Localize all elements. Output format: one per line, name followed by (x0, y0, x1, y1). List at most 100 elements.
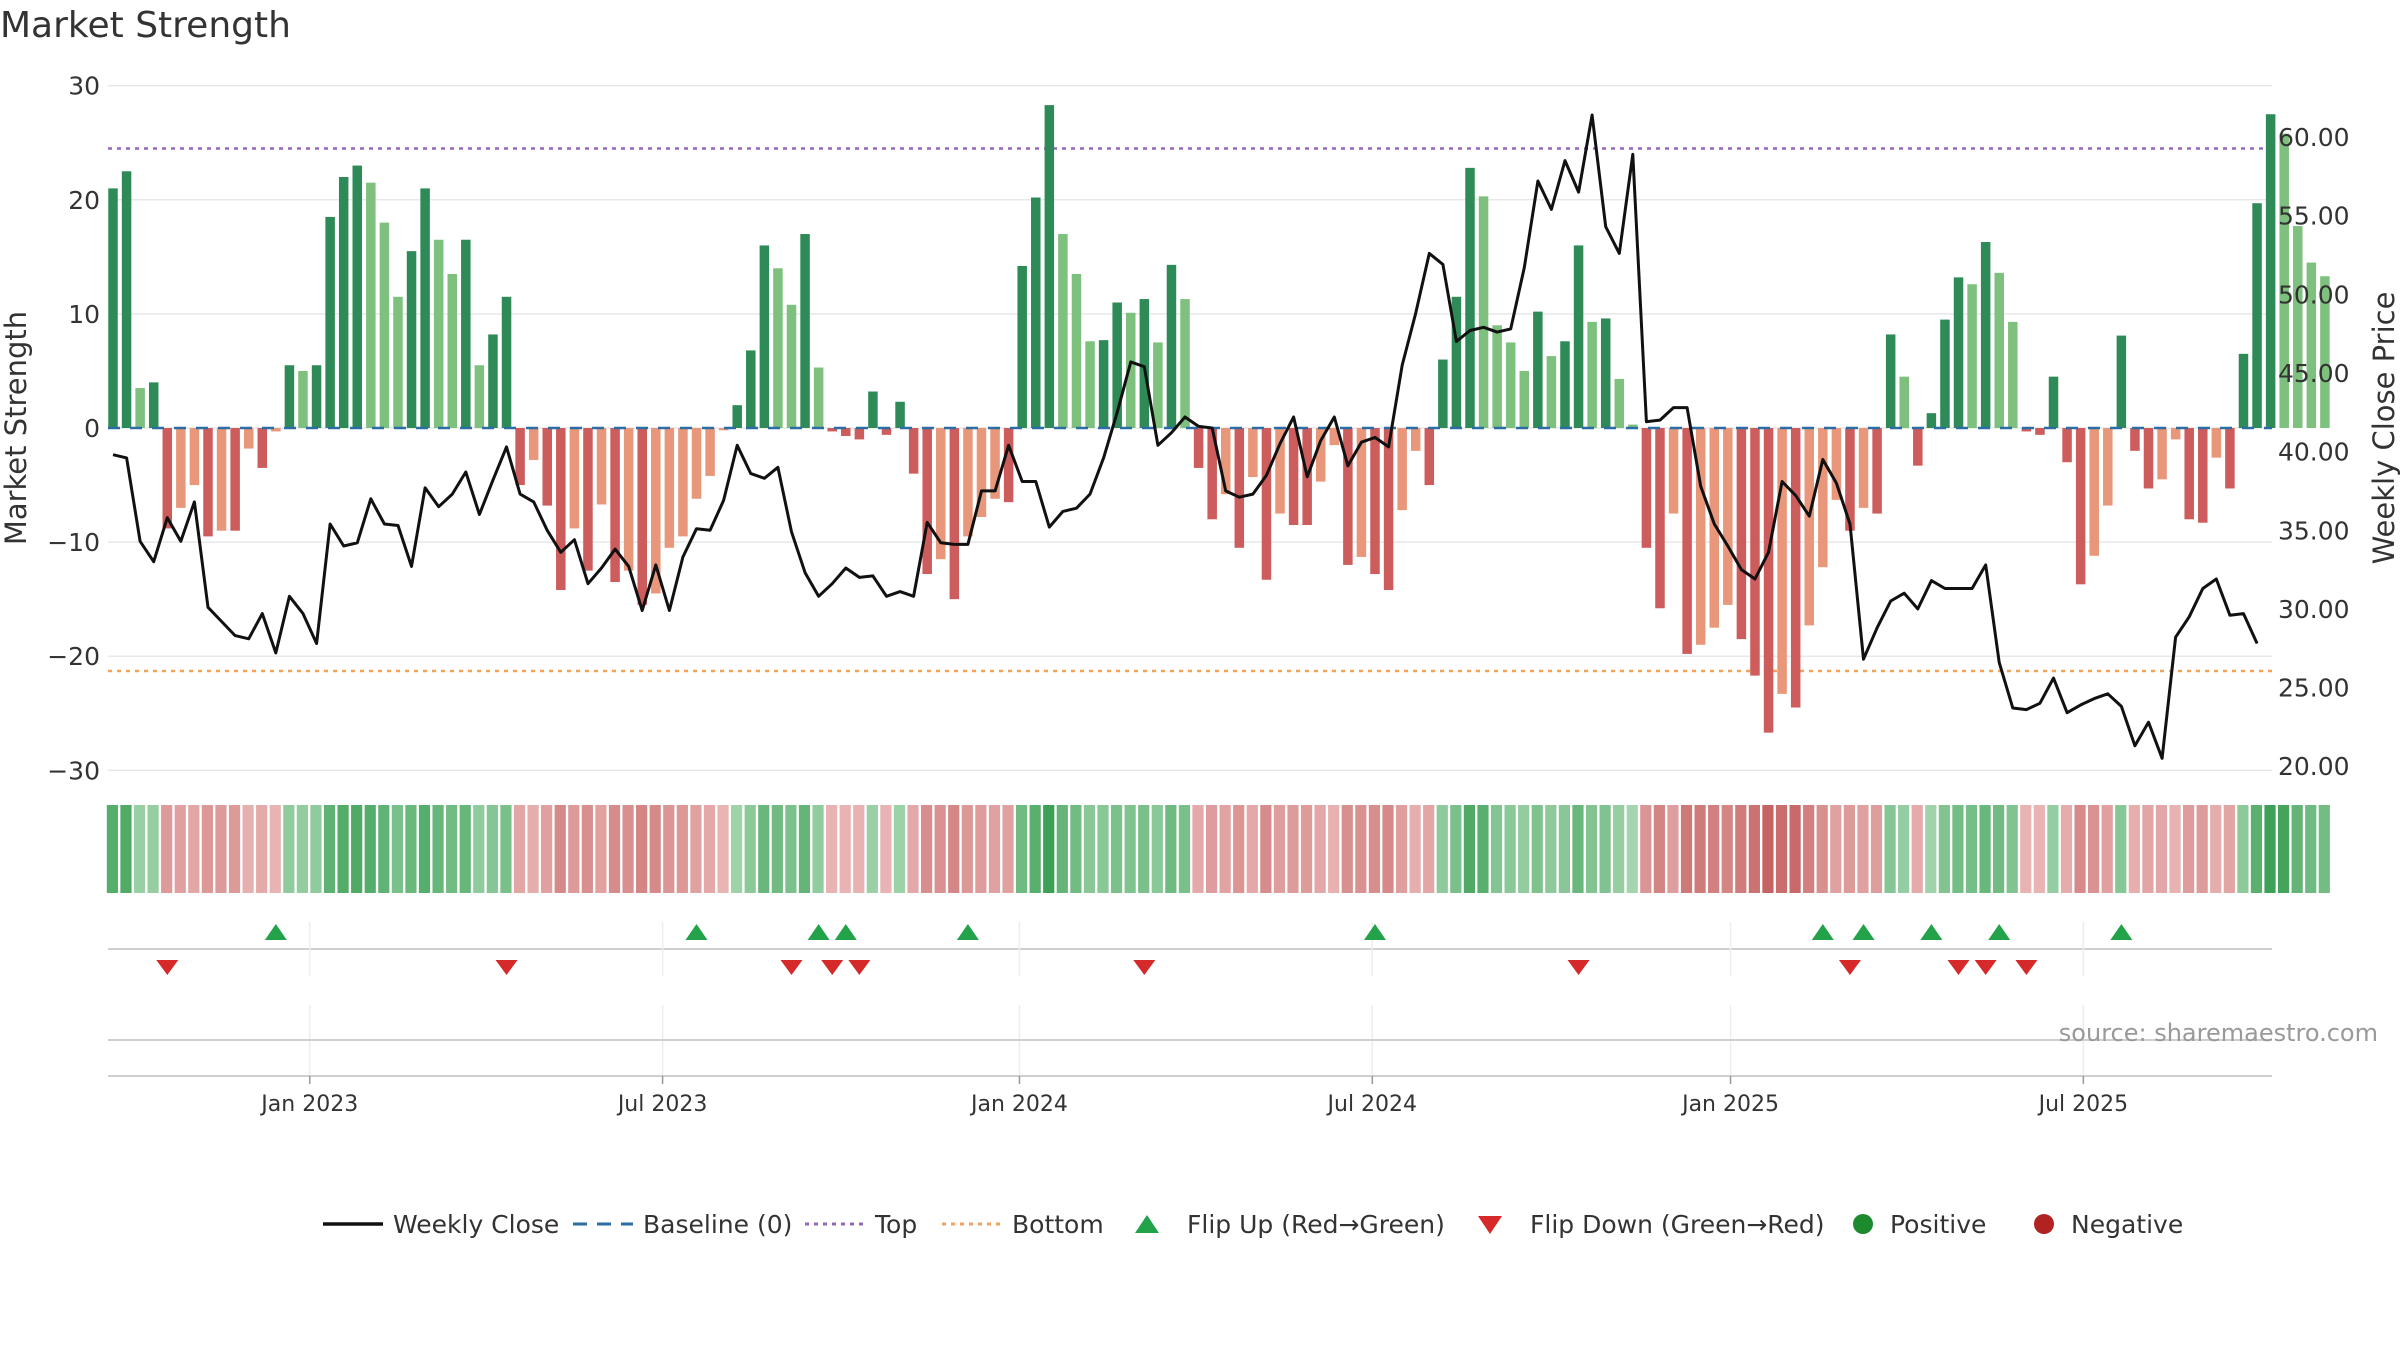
y2-axis-label: Weekly Close Price (2367, 292, 2400, 565)
strength-bar (936, 428, 946, 560)
strip-cell (1599, 805, 1611, 893)
legend-label: Weekly Close (393, 1210, 559, 1239)
y2-tick-label: 35.00 (2278, 516, 2350, 545)
strength-bar (759, 245, 770, 428)
strip-cell (2210, 805, 2222, 893)
strength-bar (515, 428, 525, 486)
strength-bar (1573, 245, 1584, 428)
flip-down-marker (1838, 960, 1861, 975)
strength-bar (1505, 342, 1516, 428)
strength-bar (284, 365, 295, 428)
strip-cell (1341, 805, 1353, 893)
strength-bar (1926, 413, 1937, 428)
strip-cell (1029, 805, 1041, 893)
strength-bar (474, 365, 485, 428)
strip-cell (1558, 805, 1570, 893)
strip-cell (1870, 805, 1883, 893)
strip-cell (1694, 805, 1706, 893)
x-tick-label: Jan 2025 (1680, 1092, 1779, 1117)
flip-down-marker (1133, 960, 1156, 975)
strip-cell (1015, 805, 1028, 893)
strip-cell (1816, 805, 1828, 893)
flip-down-marker (821, 960, 844, 975)
strength-bar (420, 188, 430, 428)
strip-cell (1436, 805, 1448, 893)
strength-bar (1166, 264, 1177, 428)
strength-bar (2035, 428, 2045, 435)
strength-bar (1940, 319, 1950, 428)
strength-bar (949, 428, 960, 600)
strength-bar (1668, 428, 1679, 514)
strip-cell (1762, 805, 1774, 893)
strength-bar (298, 370, 308, 428)
strip-cell (1735, 805, 1747, 893)
strip-cell (826, 805, 838, 893)
strip-cell (1124, 805, 1136, 893)
strength-bar (841, 428, 851, 436)
strip-cell (2291, 805, 2303, 893)
strip-cell (1518, 805, 1530, 893)
strip-cell (1151, 805, 1163, 893)
strength-bar (2198, 428, 2208, 523)
chart-title: Market Strength (0, 5, 291, 46)
strength-bar (664, 428, 675, 548)
strip-cell (201, 805, 213, 893)
flip-down-marker (1567, 960, 1590, 975)
strength-bar (1356, 428, 1367, 557)
strength-bar (854, 428, 865, 440)
strength-bar (1682, 428, 1692, 654)
strip-cell (228, 805, 241, 893)
strength-bar (651, 428, 661, 594)
strength-bar (1628, 424, 1638, 428)
strip-cell (1585, 805, 1598, 893)
strip-cell (934, 805, 946, 893)
strength-bar (311, 365, 322, 428)
strength-bar (1031, 197, 1041, 428)
strength-bar (895, 401, 905, 428)
legend-item-bottom: Bottom (942, 1210, 1104, 1239)
strip-cell (147, 805, 159, 893)
strip-cell (1300, 805, 1313, 893)
strip-cell (608, 805, 621, 893)
strength-bar (1994, 272, 2004, 428)
strip-cell (1110, 805, 1123, 893)
strength-bar (461, 239, 471, 428)
strip-cell (1504, 805, 1516, 893)
strength-bar (2075, 428, 2086, 585)
strength-bar (1709, 428, 1720, 628)
strip-cell (839, 805, 851, 893)
strip-cell (2169, 805, 2181, 893)
strength-bar (1017, 265, 1027, 428)
strip-cell (1395, 805, 1408, 893)
strength-bar (1098, 340, 1109, 428)
legend-swatch (2034, 1214, 2054, 1234)
strip-cell (744, 805, 756, 893)
legend: Weekly Close Baseline (0) Top Bottom Flip Up… (323, 1210, 2183, 1239)
strength-bar (1261, 428, 1272, 580)
strength-bar (1655, 428, 1665, 609)
strength-bar (1872, 428, 1882, 514)
strip-cell (2250, 805, 2263, 893)
y2-tick-label: 45.00 (2278, 359, 2350, 388)
flip-down-marker (495, 960, 518, 975)
strength-bar (732, 405, 742, 428)
strip-cell (391, 805, 403, 893)
strength-bar (678, 428, 688, 537)
strip-cell (1056, 805, 1068, 893)
strength-bar (447, 273, 457, 428)
strip-cell (595, 805, 607, 893)
strip-cell (1613, 805, 1625, 893)
y-tick-label: 0 (84, 414, 100, 443)
strip-cell (1830, 805, 1842, 893)
strip-cell (296, 805, 308, 893)
strip-cell (893, 805, 906, 893)
strength-bar (908, 428, 919, 474)
strip-cell (2128, 805, 2140, 893)
strength-bar (1343, 428, 1353, 565)
strip-cell (1490, 805, 1503, 893)
y-tick-label: 20 (68, 186, 100, 215)
y2-tick-label: 30.00 (2278, 595, 2350, 624)
strength-bar (352, 165, 363, 428)
strip-cell (1748, 805, 1760, 893)
